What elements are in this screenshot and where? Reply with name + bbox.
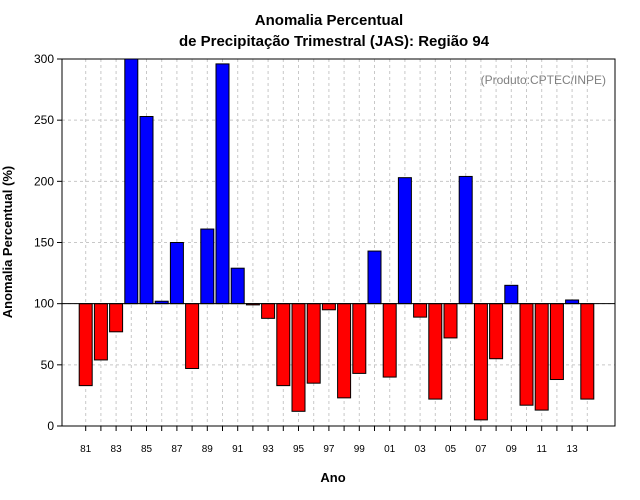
bar-00 — [367, 250, 382, 305]
bar-82 — [93, 303, 108, 361]
y-axis-label: Anomalia Percentual (%) — [0, 166, 15, 318]
y-axis: 0 50 100 150 200 250 300 — [34, 52, 62, 433]
bar-87 — [169, 242, 184, 305]
bar-03 — [413, 303, 428, 318]
x-axis-label: Ano — [320, 470, 345, 485]
bar-85 — [139, 115, 154, 305]
bar-81 — [78, 303, 93, 387]
bar-94 — [276, 303, 291, 387]
x-tick-label-93: 93 — [263, 444, 275, 455]
y-tick-label: 50 — [41, 358, 55, 372]
bar-91 — [230, 267, 245, 305]
x-tick-label-83: 83 — [111, 444, 123, 455]
x-tick-label-97: 97 — [323, 444, 335, 455]
bar-10 — [519, 303, 534, 406]
bar-90 — [215, 63, 230, 305]
x-tick-label-11: 11 — [537, 444, 548, 455]
bars — [78, 58, 595, 421]
bar-98 — [337, 303, 352, 399]
x-tick-label-91: 91 — [232, 444, 244, 455]
bar-11 — [534, 303, 549, 411]
bar-88 — [185, 303, 200, 370]
x-tick-label-81: 81 — [80, 444, 92, 455]
bar-99 — [352, 303, 367, 374]
x-tick-label-85: 85 — [141, 444, 153, 455]
x-axis: 81 83 85 87 89 91 93 95 97 99 01 03 05 07 09 11 13 — [80, 426, 588, 455]
bar-84 — [124, 58, 139, 305]
y-tick-label: 200 — [34, 174, 54, 188]
x-tick-label-87: 87 — [171, 444, 183, 455]
bar-96 — [306, 303, 321, 384]
bar-95 — [291, 303, 306, 412]
source-annotation: (Produto:CPTEC/INPE) — [481, 73, 606, 87]
bar-93 — [261, 303, 276, 319]
y-tick-label: 100 — [34, 297, 54, 311]
x-tick-label-95: 95 — [293, 444, 305, 455]
x-tick-label-89: 89 — [202, 444, 214, 455]
bar-02 — [397, 177, 412, 305]
bar-13 — [565, 299, 580, 305]
bar-97 — [321, 303, 336, 311]
y-tick-label: 150 — [34, 236, 54, 250]
chart-subtitle: de Precipitação Trimestral (JAS): Região… — [179, 33, 490, 50]
bar-89 — [200, 228, 215, 305]
x-tick-label-07: 07 — [475, 444, 487, 455]
y-tick-label: 250 — [34, 113, 54, 127]
y-tick-label: 0 — [47, 419, 54, 433]
bar-01 — [382, 303, 397, 378]
bar-05 — [443, 303, 458, 339]
x-tick-label-05: 05 — [445, 444, 457, 455]
bar-07 — [473, 303, 488, 421]
x-tick-label-13: 13 — [567, 444, 579, 455]
bar-06 — [458, 175, 473, 305]
bar-09 — [504, 284, 519, 305]
x-tick-label-09: 09 — [506, 444, 518, 455]
bar-04 — [428, 303, 443, 400]
bar-12 — [549, 303, 564, 381]
x-tick-label-03: 03 — [415, 444, 427, 455]
bar-83 — [109, 303, 124, 333]
x-tick-label-99: 99 — [354, 444, 366, 455]
chart-title: Anomalia Percentual — [255, 12, 403, 29]
x-tick-label-01: 01 — [384, 444, 396, 455]
bar-08 — [489, 303, 504, 360]
bar-14 — [580, 303, 595, 400]
y-tick-label: 300 — [34, 52, 54, 66]
